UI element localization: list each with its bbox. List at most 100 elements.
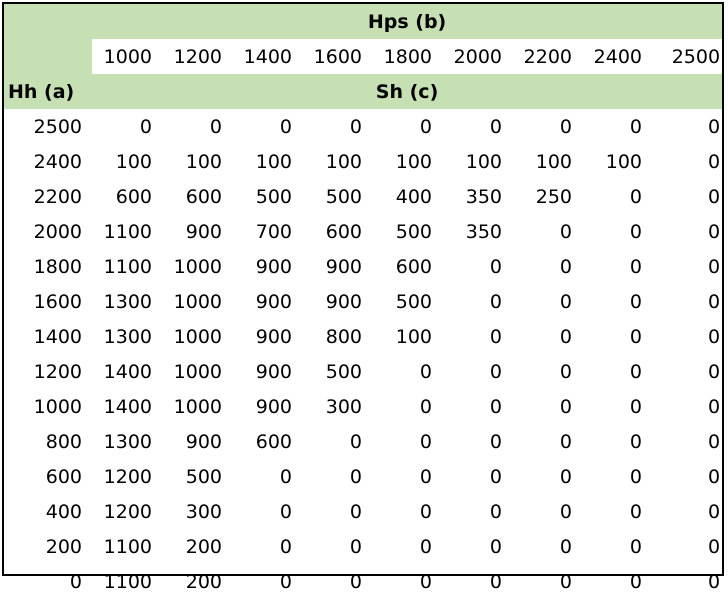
table-cell: 0: [559, 255, 572, 278]
table-row: 800 1300 900 600 0 0 0 0 0 0: [4, 424, 722, 459]
row-header-cell: 1600: [33, 290, 82, 313]
table-cell: 900: [255, 255, 292, 278]
table-cell: 0: [419, 115, 432, 138]
table-cell: 600: [255, 430, 292, 453]
column-header-cell: 1400: [232, 39, 302, 74]
table-cell: 900: [255, 325, 292, 348]
table-cell: 800: [325, 325, 362, 348]
row-header-cell: 0: [69, 570, 82, 593]
table-cell: 0: [279, 115, 292, 138]
table-cell: 0: [707, 255, 721, 278]
table-cell: 0: [629, 395, 642, 418]
table-cell: 0: [707, 150, 721, 173]
table-cell: 0: [707, 395, 721, 418]
table-cell: 900: [185, 430, 222, 453]
table-cell: 1300: [103, 325, 152, 348]
table-cell: 500: [325, 185, 362, 208]
hps-title: Hps (b): [92, 4, 723, 39]
table-cell: 100: [255, 150, 292, 173]
table-cell: 100: [535, 150, 572, 173]
table-cell: 900: [255, 360, 292, 383]
table-cell: 0: [559, 570, 572, 593]
table-cell: 100: [465, 150, 502, 173]
table-cell: 0: [559, 325, 572, 348]
table-cell: 0: [419, 430, 432, 453]
row-header-cell: 2500: [33, 115, 82, 138]
hh-hps-sh-table: Hps (b) 1000 1200 1400 1600 1800 2000 2200 2400…: [4, 4, 723, 599]
table-cell: 0: [559, 395, 572, 418]
table-row: 1800 1100 1000 900 900 600 0 0 0 0: [4, 249, 722, 284]
table-cell: 500: [325, 360, 362, 383]
table-cell: 0: [559, 465, 572, 488]
table-cell: 1400: [103, 360, 152, 383]
table-cell: 0: [559, 535, 572, 558]
table-cell: 900: [255, 290, 292, 313]
table-cell: 0: [279, 570, 292, 593]
column-header-cell: 2000: [442, 39, 512, 74]
table-cell: 0: [559, 115, 572, 138]
table-cell: 0: [629, 255, 642, 278]
table-cell: 0: [489, 290, 502, 313]
table-cell: 0: [707, 500, 721, 523]
table-cell: 900: [325, 290, 362, 313]
table-row: 600 1200 500 0 0 0 0 0 0 0: [4, 459, 722, 494]
table-row: 200 1100 200 0 0 0 0 0 0 0: [4, 529, 722, 564]
table-cell: 600: [115, 185, 152, 208]
table-cell: 0: [419, 465, 432, 488]
column-header-cell: 2400: [582, 39, 652, 74]
table-cell: 0: [489, 465, 502, 488]
table-cell: 0: [419, 500, 432, 523]
table-cell: 0: [707, 220, 721, 243]
table-row: 2200 600 600 500 500 400 350 250 0 0: [4, 179, 722, 214]
column-header-cell: 2500: [652, 39, 723, 74]
table-cell: 0: [629, 115, 642, 138]
table-cell: 0: [629, 570, 642, 593]
table-cell: 0: [629, 290, 642, 313]
table-cell: 0: [419, 570, 432, 593]
row-header-cell: 1000: [33, 395, 82, 418]
table-cell: 0: [707, 115, 721, 138]
table-cell: 1100: [103, 255, 152, 278]
table-cell: 0: [559, 360, 572, 383]
table-row: 2500 0 0 0 0 0 0 0 0 0: [4, 109, 722, 144]
table-cell: 350: [465, 185, 502, 208]
table-cell: 0: [629, 535, 642, 558]
table-cell: 200: [185, 535, 222, 558]
table-row: 1000 1400 1000 900 300 0 0 0 0 0: [4, 389, 722, 424]
table-cell: 700: [255, 220, 292, 243]
table-cell: 0: [707, 185, 721, 208]
table-cell: 0: [489, 325, 502, 348]
table-cell: 1000: [173, 290, 222, 313]
table-cell: 100: [325, 150, 362, 173]
column-header-cell: 1600: [302, 39, 372, 74]
table-row: 2400 100 100 100 100 100 100 100 100 0: [4, 144, 722, 179]
hh-label: Hh (a): [4, 74, 92, 109]
table-cell: 0: [707, 325, 721, 348]
table-cell: 500: [255, 185, 292, 208]
table-row: 1400 1300 1000 900 800 100 0 0 0 0: [4, 319, 722, 354]
table-cell: 0: [489, 500, 502, 523]
table-cell: 1400: [103, 395, 152, 418]
table-cell: 0: [707, 360, 721, 383]
table-cell: 100: [605, 150, 642, 173]
table-cell: 0: [489, 570, 502, 593]
table-cell: 500: [395, 220, 432, 243]
table-cell: 0: [349, 465, 362, 488]
table-row: 1600 1300 1000 900 900 500 0 0 0 0: [4, 284, 722, 319]
table-cell: 350: [465, 220, 502, 243]
table-cell: 0: [419, 535, 432, 558]
table-cell: 100: [185, 150, 222, 173]
table-row: 1200 1400 1000 900 500 0 0 0 0 0: [4, 354, 722, 389]
table-cell: 0: [489, 395, 502, 418]
row-header-cell: 200: [45, 535, 82, 558]
table-cell: 0: [419, 360, 432, 383]
table-cell: 0: [707, 290, 721, 313]
table-cell: 0: [349, 115, 362, 138]
table-cell: 0: [629, 185, 642, 208]
table-cell: 0: [489, 535, 502, 558]
table-cell: 0: [279, 500, 292, 523]
table-cell: 600: [185, 185, 222, 208]
table-cell: 600: [395, 255, 432, 278]
table-cell: 0: [279, 535, 292, 558]
table-cell: 1000: [173, 395, 222, 418]
